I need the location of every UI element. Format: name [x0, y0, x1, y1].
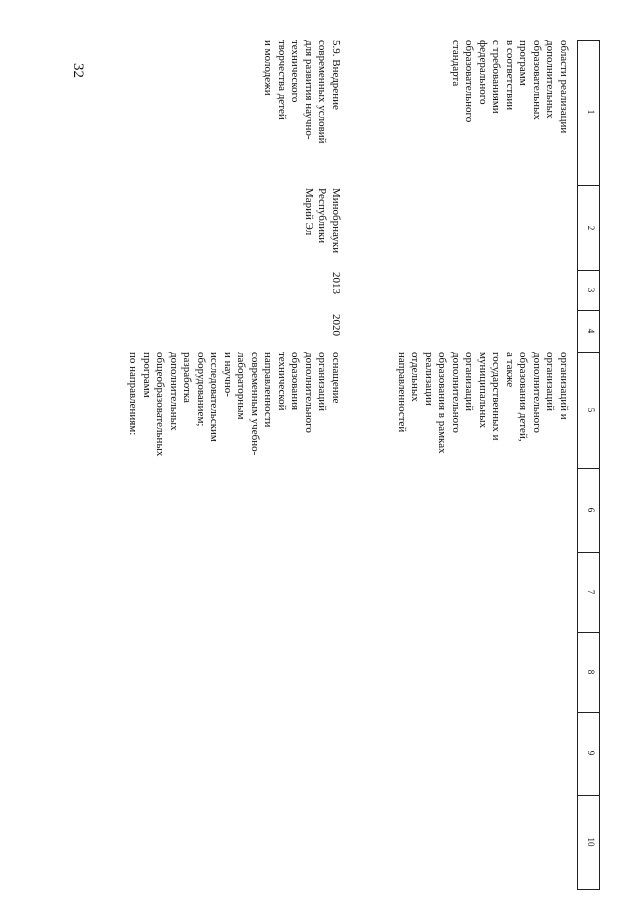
text-line: дополнительного — [450, 352, 462, 433]
text-line: а также — [504, 352, 516, 388]
text-line: оборудованием; — [195, 352, 207, 427]
text-line: организаций — [463, 352, 476, 412]
col-sep — [578, 468, 600, 469]
text-line: реализации — [423, 352, 435, 406]
text-line: образования в рамках — [436, 352, 449, 454]
text-line: государственных и — [490, 352, 503, 441]
row2-col3-start-year: 2013 — [330, 272, 342, 294]
text-line: и научно- — [222, 352, 234, 397]
col-sep — [578, 712, 600, 713]
row1-col5: организаций и организаций дополнительног… — [395, 352, 570, 464]
text-line: оснащение — [330, 352, 342, 404]
header-bottom-line — [577, 40, 578, 890]
text-line: программ — [141, 352, 153, 398]
text-line: технического — [289, 40, 302, 103]
col-sep — [578, 632, 600, 633]
text-line: образования — [289, 352, 302, 411]
col-number-3: 3 — [586, 287, 596, 293]
text-line: 5.9. Внедрение — [330, 40, 342, 110]
col-number-4: 4 — [586, 328, 596, 334]
text-line: муниципальных — [477, 352, 489, 429]
text-line: организаций — [544, 352, 557, 412]
text-line: образовательных — [531, 40, 543, 120]
text-line: образовательного — [463, 40, 476, 123]
text-line: дополнительных — [544, 40, 557, 119]
text-line: образования детей, — [517, 352, 530, 442]
text-line: современных условий — [316, 40, 329, 144]
row2-col4-end-year: 2020 — [330, 314, 342, 336]
col-sep — [578, 270, 600, 271]
text-line: области реализации — [558, 40, 570, 134]
col-sep — [578, 795, 600, 796]
text-line: дополнительных — [168, 352, 180, 431]
text-line: организаций и — [558, 352, 570, 420]
text-line: Республики — [316, 188, 329, 244]
col-sep — [578, 185, 600, 186]
col-sep — [578, 889, 600, 890]
text-line: федерального — [477, 40, 489, 105]
col-sep — [578, 352, 600, 353]
text-line: и молодежи — [262, 40, 275, 96]
row1-col1: области реализации дополнительных образо… — [449, 40, 570, 182]
col-number-1: 1 — [586, 109, 596, 115]
text-line: для развития научно- — [303, 40, 315, 140]
text-line: направленностей — [396, 352, 408, 433]
text-line: дополнительного — [531, 352, 543, 433]
text-line: по направлениям: — [127, 352, 140, 436]
col-number-8: 8 — [586, 669, 596, 675]
row2-col1: 5.9. Внедрение современных условий для р… — [261, 40, 343, 182]
text-line: технической — [276, 352, 288, 411]
header-top-line — [599, 40, 600, 890]
text-line: дополнительного — [303, 352, 315, 433]
col-number-5: 5 — [586, 407, 596, 413]
col-number-7: 7 — [586, 589, 596, 595]
text-line: лабораторным — [235, 352, 248, 420]
text-line: общеобразовательных — [154, 352, 167, 457]
col-sep — [578, 40, 600, 41]
row2-col2: Минобрнауки Республики Марий Эл — [302, 188, 342, 268]
text-line: в соответствии — [504, 40, 516, 111]
col-sep — [578, 310, 600, 311]
row2-col5: оснащение организаций дополнительного об… — [126, 352, 343, 464]
text-line: программ — [517, 40, 530, 86]
text-line: с требованиями — [490, 40, 503, 114]
table-sheet: 1 2 3 4 5 6 7 8 9 10 области реализации … — [40, 40, 600, 890]
text-line: Марий Эл — [303, 188, 315, 236]
text-line: творчества детей — [276, 40, 288, 120]
text-line: организаций — [316, 352, 329, 412]
text-line: отдельных — [409, 352, 422, 402]
text-line: исследовательским — [208, 352, 221, 442]
text-line: стандарта — [450, 40, 462, 87]
col-number-6: 6 — [586, 507, 596, 513]
text-line: Минобрнауки — [330, 188, 342, 254]
col-sep — [578, 552, 600, 553]
text-line: направленности — [262, 352, 275, 428]
text-line: современным учебно- — [249, 352, 261, 456]
col-number-10: 10 — [586, 837, 596, 847]
col-number-2: 2 — [586, 225, 596, 231]
text-line: разработка — [181, 352, 194, 403]
col-number-9: 9 — [586, 750, 596, 756]
